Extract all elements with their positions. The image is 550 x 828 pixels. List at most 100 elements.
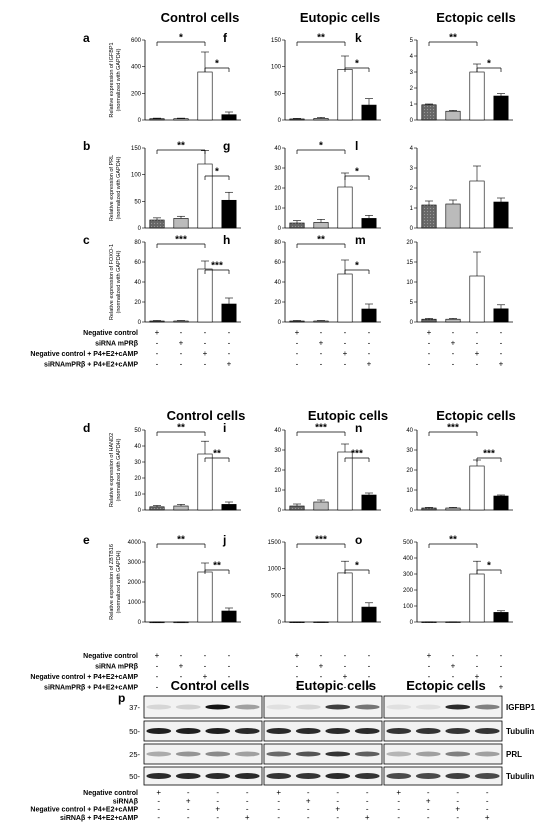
chart-panel-c: c 0 20 40 60 80 Relative expression of FOXO-1(… (83, 233, 241, 326)
bar (361, 218, 377, 229)
condition-sign: - (307, 813, 310, 822)
bar (445, 110, 461, 121)
condition-sign: - (366, 796, 369, 805)
blot-band (175, 728, 201, 734)
chart-panel-i: i 0 10 20 30 40 *** *** (223, 421, 381, 514)
blot-band (474, 751, 500, 757)
significance-bracket: *** (344, 449, 370, 462)
condition-sign: + (343, 349, 348, 358)
y-tick-label: 4000 (128, 540, 142, 546)
significance-label: ** (213, 561, 221, 572)
y-tick-label: 15 (406, 260, 413, 266)
y-tick-label: 0 (410, 226, 414, 232)
y-tick-label: 500 (403, 540, 414, 546)
condition-sign: - (500, 339, 503, 348)
blot-band (445, 728, 471, 734)
condition-sign: - (476, 683, 479, 692)
condition-sign: + (427, 651, 432, 660)
condition-label: Negative control (83, 790, 138, 797)
panel-letter: o (355, 533, 362, 547)
bar (421, 507, 437, 511)
y-axis-label: Relative expression of PRL(normalized wi… (109, 155, 122, 221)
blot-band (325, 704, 351, 710)
condition-sign: - (307, 788, 310, 797)
condition-sign: - (500, 349, 503, 358)
condition-sign: - (296, 672, 299, 681)
blot-band (266, 773, 292, 779)
condition-sign: - (368, 662, 371, 671)
mw-marker: 50- (129, 727, 140, 736)
bar (361, 104, 377, 121)
blot-strip (263, 743, 383, 765)
panel-letter: m (355, 233, 366, 247)
blot-band (205, 773, 231, 779)
condition-sign: - (187, 788, 190, 797)
y-tick-label: 0 (138, 620, 142, 626)
significance-bracket: * (204, 59, 230, 72)
condition-sign: - (156, 349, 159, 358)
chart-panel-a: a 0 200 400 600 Relative expression of IGFBP1… (83, 31, 241, 124)
significance-label: * (487, 561, 491, 572)
blot-strip (383, 743, 503, 765)
bar (289, 505, 305, 511)
significance-bracket: ** (204, 449, 230, 462)
bar (337, 273, 353, 323)
condition-sign: - (204, 360, 207, 369)
bar (445, 318, 461, 323)
blot-strip (143, 743, 263, 765)
header-top-control: Control cells (161, 10, 240, 25)
significance-bracket: * (296, 141, 346, 154)
chart-panel-l: l 0 1 2 3 4 (355, 139, 513, 232)
condition-table-top: Negative control + - - - + - - - + - - -siRNA mPRβ - +… (30, 328, 503, 369)
panel-letter: e (83, 533, 90, 547)
bar (361, 494, 377, 511)
y-tick-label: 0 (410, 118, 414, 124)
condition-sign: + (276, 788, 281, 797)
blot-band (474, 728, 500, 734)
condition-sign: + (499, 360, 504, 369)
condition-sign: - (428, 349, 431, 358)
condition-sign: - (397, 805, 400, 814)
blot-strip (143, 720, 263, 742)
condition-sign: - (456, 813, 459, 822)
blot-strip (383, 720, 503, 742)
bar (361, 308, 377, 323)
significance-bracket: * (344, 167, 370, 180)
significance-bracket: *** (428, 423, 478, 436)
condition-sign: - (368, 328, 371, 337)
condition-sign: + (245, 813, 250, 822)
protein-label: IGFBP1 (506, 703, 535, 712)
blot-band (146, 704, 172, 710)
significance-bracket: * (204, 167, 230, 180)
blot-row-prl: 25- PRL (129, 743, 522, 765)
condition-sign: - (180, 349, 183, 358)
header-top-ectopic: Ectopic cells (436, 10, 515, 25)
panel-letter: k (355, 31, 362, 45)
condition-sign: - (320, 651, 323, 660)
mw-marker: 37- (129, 703, 140, 712)
condition-sign: - (187, 805, 190, 814)
condition-sign: - (500, 672, 503, 681)
condition-sign: - (476, 651, 479, 660)
condition-label: siRNAmPRβ + P4+E2+cAMP (44, 685, 138, 692)
y-tick-label: 30 (274, 166, 281, 172)
y-tick-label: 400 (403, 556, 414, 562)
condition-sign: - (320, 349, 323, 358)
bar (221, 199, 237, 229)
condition-sign: - (344, 360, 347, 369)
condition-sign: + (426, 796, 431, 805)
significance-bracket: * (476, 59, 502, 72)
condition-sign: - (216, 796, 219, 805)
significance-label: * (355, 167, 359, 178)
condition-sign: - (476, 662, 479, 671)
condition-label: Negative control + P4+E2+cAMP (30, 807, 138, 814)
condition-sign: - (344, 339, 347, 348)
condition-sign: + (203, 349, 208, 358)
bar (149, 320, 165, 323)
blot-band (295, 751, 321, 757)
significance-label: * (319, 141, 323, 152)
y-tick-label: 400 (131, 65, 142, 71)
y-tick-label: 0 (278, 226, 282, 232)
condition-sign: + (203, 672, 208, 681)
